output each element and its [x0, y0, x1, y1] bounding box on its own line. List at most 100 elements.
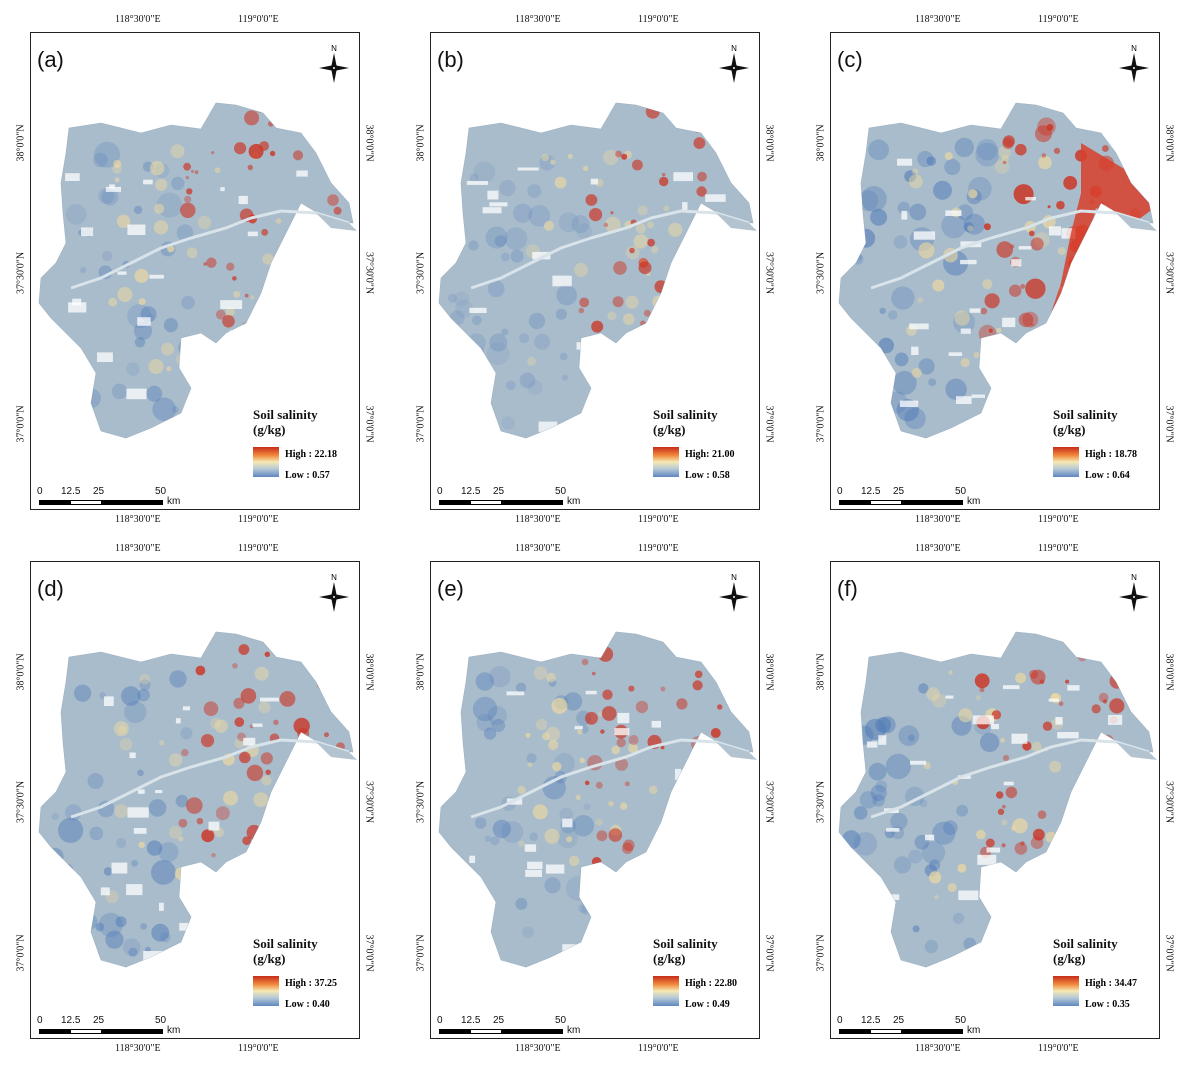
legend: Soil salinity (g/kg) High : 22.80 Low : … — [653, 936, 758, 1010]
salinity-map — [438, 631, 757, 968]
scale-unit: km — [567, 1025, 581, 1036]
legend-low: Low : 0.64 — [1085, 470, 1130, 481]
coordinate-label: 118°30'0"E — [515, 543, 561, 554]
scale-tick: 0 — [37, 486, 43, 497]
legend: Soil salinity (g/kg) High: 21.00 Low : 0… — [653, 407, 758, 481]
scale-bar: 0 12.5 25 50 km — [37, 486, 187, 507]
scale-segment — [870, 1029, 902, 1034]
coordinate-label: 37°30'0"N — [763, 780, 775, 824]
coordinate-label: 37°30'0"N — [815, 780, 827, 824]
scale-tick: 12.5 — [61, 486, 81, 497]
coordinate-label: 37°0'0"N — [15, 405, 27, 443]
svg-text:N: N — [331, 573, 337, 582]
coordinate-label: 37°0'0"N — [763, 405, 775, 443]
coordinate-label: 37°30'0"N — [15, 780, 27, 824]
scale-tick: 0 — [437, 486, 443, 497]
scale-tick: 12.5 — [461, 486, 481, 497]
scale-tick: 25 — [493, 486, 505, 497]
coordinate-label: 118°30'0"E — [515, 14, 561, 25]
coordinate-label: 119°0'0"E — [1038, 514, 1079, 525]
scale-tick: 25 — [893, 1015, 905, 1026]
scale-segment — [901, 500, 963, 505]
scale-segment — [501, 1029, 563, 1034]
scale-tick: 50 — [955, 1015, 967, 1026]
legend-title: Soil salinity — [1053, 936, 1118, 951]
coordinate-label: 37°30'0"N — [1163, 251, 1175, 295]
salinity-map — [438, 102, 757, 439]
scale-unit: km — [967, 1025, 981, 1036]
coordinate-label: 119°0'0"E — [1038, 1043, 1079, 1054]
scale-segment — [470, 500, 502, 505]
coordinate-label: 37°0'0"N — [815, 934, 827, 972]
legend-color-ramp — [253, 447, 279, 477]
legend-low: Low : 0.58 — [685, 470, 730, 481]
scale-segment — [101, 500, 163, 505]
scale-tick: 50 — [555, 486, 567, 497]
scale-segment — [439, 500, 471, 505]
coordinate-label: 38°0'0"N — [763, 653, 775, 691]
scale-tick: 12.5 — [861, 486, 881, 497]
legend-high: High: 21.00 — [685, 449, 735, 460]
coordinate-label: 37°0'0"N — [1163, 405, 1175, 443]
svg-text:N: N — [331, 44, 337, 53]
scale-bar: 0 12.5 25 50 km — [437, 1015, 587, 1036]
legend-unit: (g/kg) — [653, 951, 686, 966]
coordinate-label: 37°0'0"N — [763, 934, 775, 972]
legend-unit: (g/kg) — [653, 422, 686, 437]
svg-text:N: N — [731, 573, 737, 582]
coordinate-label: 37°30'0"N — [815, 251, 827, 295]
coordinate-label: 119°0'0"E — [638, 14, 679, 25]
coordinate-label: 119°0'0"E — [238, 514, 279, 525]
coordinate-label: 37°0'0"N — [363, 405, 375, 443]
scale-tick: 25 — [93, 486, 105, 497]
north-arrow-icon: N — [1119, 573, 1149, 612]
panel-label: (c) — [837, 47, 863, 72]
panel-label: (f) — [837, 576, 858, 601]
north-arrow-icon: N — [719, 44, 749, 83]
coordinate-label: 118°30'0"E — [515, 514, 561, 525]
scale-tick: 0 — [437, 1015, 443, 1026]
coordinate-label: 38°0'0"N — [363, 124, 375, 162]
scale-segment — [39, 1029, 71, 1034]
coordinate-label: 38°0'0"N — [815, 653, 827, 691]
coordinate-label: 37°0'0"N — [415, 405, 427, 443]
legend-high: High : 22.80 — [685, 978, 737, 989]
map-panel: (f) N Soil salinity (g/kg) High : 34.47 … — [830, 561, 1160, 1039]
legend-high: High : 18.78 — [1085, 449, 1137, 460]
coordinate-label: 38°0'0"N — [15, 653, 27, 691]
coordinate-label: 38°0'0"N — [1163, 124, 1175, 162]
coordinate-label: 37°0'0"N — [415, 934, 427, 972]
scale-segment — [39, 500, 71, 505]
scale-tick: 25 — [893, 486, 905, 497]
svg-text:N: N — [1131, 44, 1137, 53]
legend-color-ramp — [253, 976, 279, 1006]
coordinate-label: 37°30'0"N — [1163, 780, 1175, 824]
coordinate-label: 118°30'0"E — [915, 543, 961, 554]
svg-text:N: N — [1131, 573, 1137, 582]
panel-label: (e) — [437, 576, 464, 601]
scale-tick: 25 — [493, 1015, 505, 1026]
scale-segment — [439, 1029, 471, 1034]
scale-bar: 0 12.5 25 50 km — [837, 486, 987, 507]
panel-label: (a) — [37, 47, 64, 72]
coordinate-label: 119°0'0"E — [1038, 14, 1079, 25]
coordinate-label: 118°30'0"E — [115, 14, 161, 25]
legend: Soil salinity (g/kg) High : 18.78 Low : … — [1053, 407, 1158, 481]
legend-unit: (g/kg) — [253, 422, 286, 437]
scale-segment — [470, 1029, 502, 1034]
scale-bar: 0 12.5 25 50 km — [437, 486, 587, 507]
scale-unit: km — [967, 496, 981, 507]
scale-tick: 50 — [155, 1015, 167, 1026]
coordinate-label: 37°30'0"N — [415, 251, 427, 295]
legend-title: Soil salinity — [253, 936, 318, 951]
north-arrow-icon: N — [319, 44, 349, 83]
scale-tick: 50 — [155, 486, 167, 497]
scale-bar: 0 12.5 25 50 km — [37, 1015, 187, 1036]
coordinate-label: 119°0'0"E — [638, 543, 679, 554]
north-arrow-icon: N — [1119, 44, 1149, 83]
panel-label: (b) — [437, 47, 464, 72]
coordinate-label: 118°30'0"E — [115, 514, 161, 525]
coordinate-label: 38°0'0"N — [815, 124, 827, 162]
legend-high: High : 37.25 — [285, 978, 337, 989]
coordinate-label: 37°0'0"N — [815, 405, 827, 443]
